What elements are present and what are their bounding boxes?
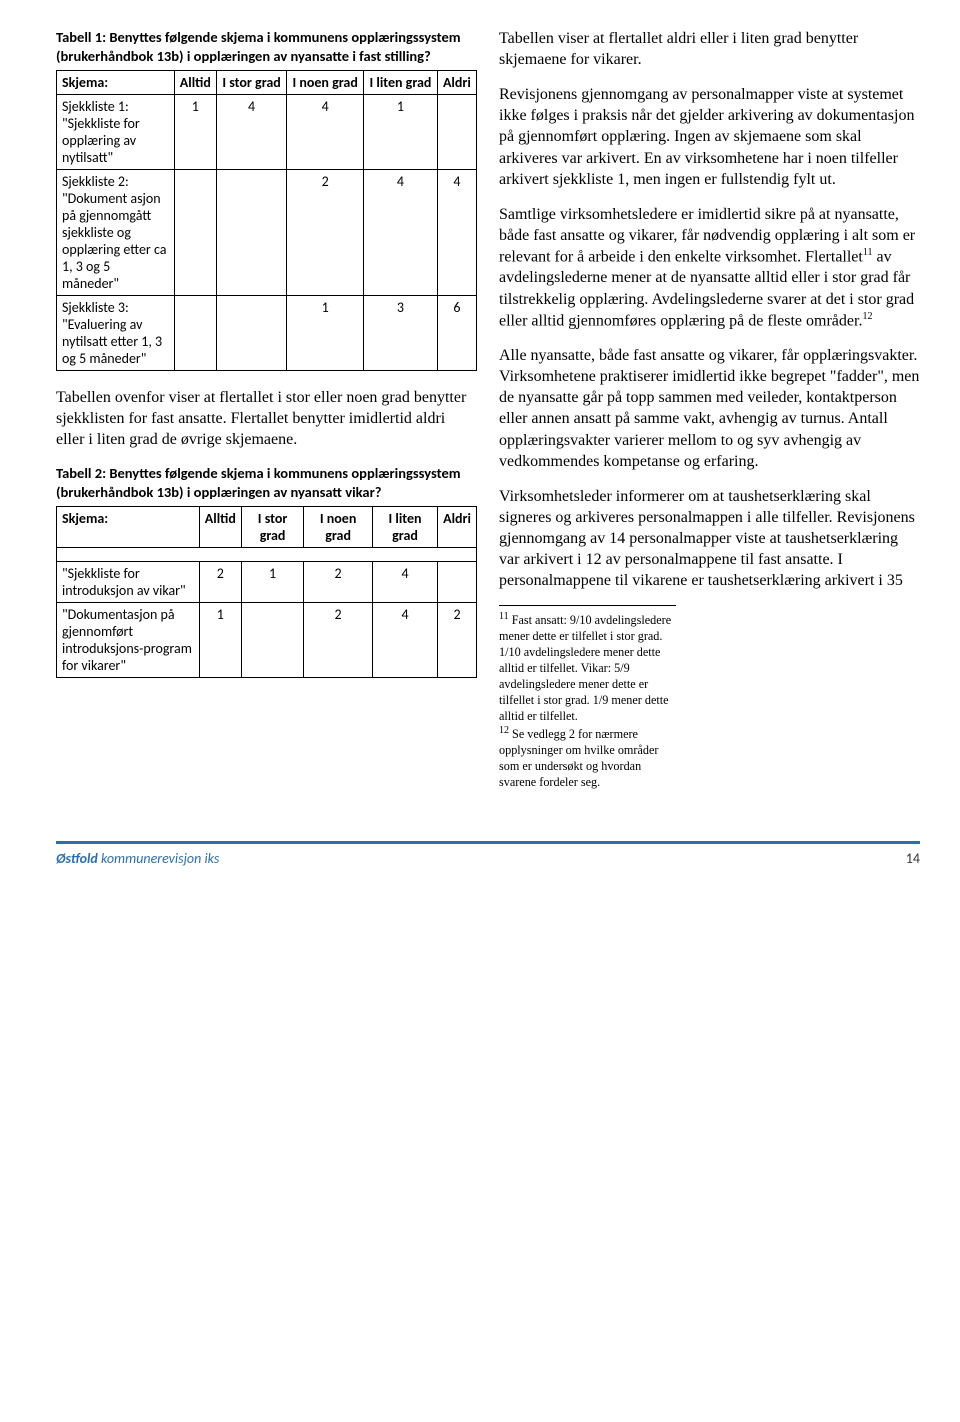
- cell: 1: [287, 295, 364, 370]
- cell: 3: [364, 295, 438, 370]
- col-header: I noen grad: [287, 70, 364, 94]
- footnote-12: 12 Se vedlegg 2 for nærmere opplysninger…: [499, 724, 676, 791]
- cell: [217, 295, 287, 370]
- table1: Skjema: Alltid I stor grad I noen grad I…: [56, 70, 477, 371]
- right-column: Tabellen viser at flertallet aldri eller…: [499, 28, 920, 791]
- paragraph: Tabellen ovenfor viser at flertallet i s…: [56, 387, 477, 450]
- brand-bold: Østfold: [56, 850, 98, 867]
- cell: [217, 169, 287, 295]
- table-row: Skjema: Alltid I stor grad I noen grad I…: [57, 506, 477, 547]
- col-header: I noen grad: [304, 506, 373, 547]
- cell: 2: [304, 602, 373, 677]
- col-header: I stor grad: [217, 70, 287, 94]
- cell: 2: [438, 602, 477, 677]
- table-row: "Dokumentasjon på gjennomført introduksj…: [57, 602, 477, 677]
- col-header: I liten grad: [364, 70, 438, 94]
- table-row: "Sjekkliste for introduksjon av vikar" 2…: [57, 561, 477, 602]
- brand-rest: kommunerevisjon iks: [98, 850, 220, 867]
- footnote-text: Se vedlegg 2 for nærmere opplysninger om…: [499, 727, 658, 789]
- cell: 1: [364, 94, 438, 169]
- col-header: Skjema:: [57, 70, 175, 94]
- table-row: Sjekkliste 3: "Evaluering av nytilsatt e…: [57, 295, 477, 370]
- text-run: Samtlige virksomhetsledere er imidlertid…: [499, 206, 915, 266]
- footnote-num: 11: [499, 611, 509, 622]
- cell: 6: [437, 295, 476, 370]
- cell: 2: [199, 561, 241, 602]
- table-row: Skjema: Alltid I stor grad I noen grad I…: [57, 70, 477, 94]
- table2-caption: Tabell 2: Benyttes følgende skjema i kom…: [56, 464, 477, 502]
- footnote-11: 11 Fast ansatt: 9/10 avdelingsledere men…: [499, 610, 676, 724]
- footer-brand: Østfold kommunerevisjon iks: [56, 850, 219, 867]
- paragraph: Alle nyansatte, både fast ansatte og vik…: [499, 345, 920, 472]
- cell: 4: [364, 169, 438, 295]
- footnote-ref-11: 11: [863, 247, 873, 258]
- cell: 4: [437, 169, 476, 295]
- table2: Skjema: Alltid I stor grad I noen grad I…: [56, 506, 477, 678]
- page-body: Tabell 1: Benyttes følgende skjema i kom…: [0, 0, 960, 811]
- cell: 1: [174, 94, 216, 169]
- footnote-ref-12: 12: [862, 311, 872, 322]
- paragraph: Virksomhetsleder informerer om at taushe…: [499, 486, 920, 592]
- footnotes-block: 11 Fast ansatt: 9/10 avdelingsledere men…: [499, 605, 676, 791]
- cell: 1: [199, 602, 241, 677]
- cell: 4: [372, 561, 437, 602]
- col-header: Aldri: [438, 506, 477, 547]
- table1-caption: Tabell 1: Benyttes følgende skjema i kom…: [56, 28, 477, 66]
- cell: [241, 602, 303, 677]
- cell-label: Sjekkliste 3: "Evaluering av nytilsatt e…: [57, 295, 175, 370]
- cell-label: Sjekkliste 2: "Dokument asjon på gjennom…: [57, 169, 175, 295]
- paragraph: Tabellen viser at flertallet aldri eller…: [499, 28, 920, 70]
- cell: 2: [304, 561, 373, 602]
- spacer-cell: [57, 547, 477, 561]
- col-header: Aldri: [437, 70, 476, 94]
- cell: 4: [372, 602, 437, 677]
- cell-label: "Sjekkliste for introduksjon av vikar": [57, 561, 200, 602]
- cell-label: "Dokumentasjon på gjennomført introduksj…: [57, 602, 200, 677]
- table-row: Sjekkliste 1: "Sjekkliste for opplæring …: [57, 94, 477, 169]
- cell: 1: [241, 561, 303, 602]
- cell: [438, 561, 477, 602]
- col-header: Alltid: [199, 506, 241, 547]
- cell: 4: [217, 94, 287, 169]
- paragraph: Samtlige virksomhetsledere er imidlertid…: [499, 204, 920, 331]
- left-column: Tabell 1: Benyttes følgende skjema i kom…: [56, 28, 477, 791]
- cell-label: Sjekkliste 1: "Sjekkliste for opplæring …: [57, 94, 175, 169]
- cell: [174, 295, 216, 370]
- cell: 4: [287, 94, 364, 169]
- col-header: Skjema:: [57, 506, 200, 547]
- paragraph: Revisjonens gjennomgang av personalmappe…: [499, 84, 920, 190]
- page-number: 14: [906, 850, 920, 867]
- col-header: I liten grad: [372, 506, 437, 547]
- cell: [174, 169, 216, 295]
- cell: [437, 94, 476, 169]
- table-row: Sjekkliste 2: "Dokument asjon på gjennom…: [57, 169, 477, 295]
- col-header: Alltid: [174, 70, 216, 94]
- table-row: [57, 547, 477, 561]
- page-footer: Østfold kommunerevisjon iks 14: [56, 841, 920, 867]
- col-header: I stor grad: [241, 506, 303, 547]
- footnote-text: Fast ansatt: 9/10 avdelingsledere mener …: [499, 613, 671, 722]
- cell: 2: [287, 169, 364, 295]
- footnote-num: 12: [499, 725, 509, 736]
